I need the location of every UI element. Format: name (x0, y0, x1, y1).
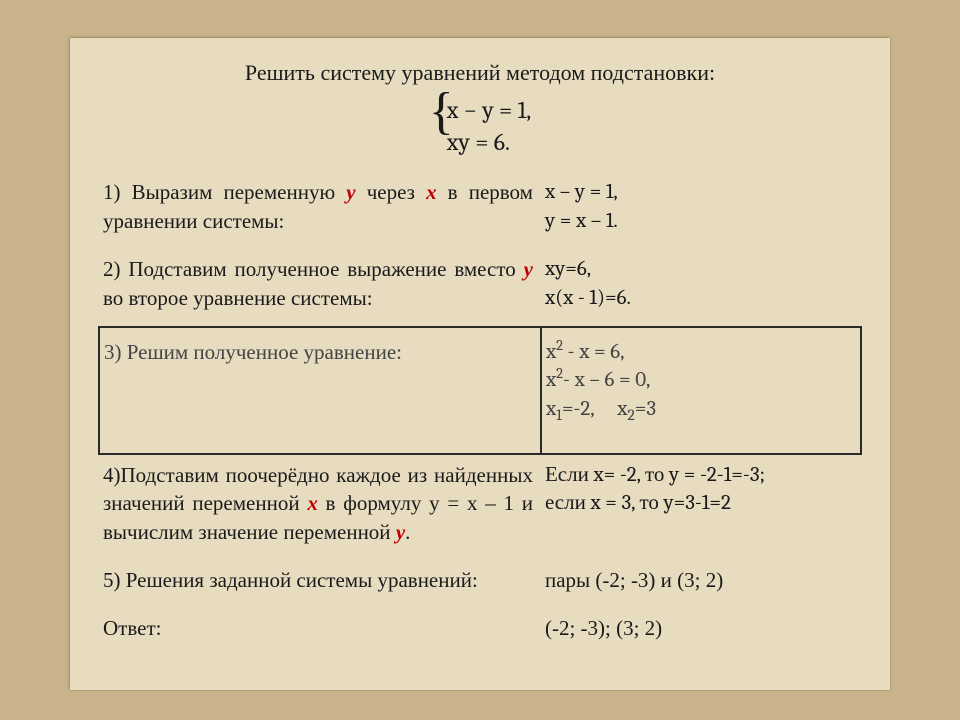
step-5-text: 5) Решения заданной системы уравнений: (99, 560, 541, 608)
step-5-math: пары (-2; -3) и (3; 2) (541, 560, 861, 608)
system-line-2: xy = 6. (447, 126, 531, 158)
step-4-math: Если x= -2, то y = -2-1=-3; если x = 3, … (541, 454, 861, 560)
step-3-math: x2 - x = 6, x2- x – 6 = 0, x1=-2, x2=3 (541, 327, 861, 454)
step-2-text: 2) Подставим полученное выражение вместо… (99, 249, 541, 327)
table-row: 2) Подставим полученное выражение вместо… (99, 249, 861, 327)
slide-inner: Решить систему уравнений методом подстан… (70, 38, 890, 690)
table-row: 1) Выразим переменную y через x в первом… (99, 172, 861, 249)
steps-table: 1) Выразим переменную y через x в первом… (98, 172, 862, 656)
equation-system: { x − y = 1, xy = 6. (98, 94, 862, 159)
step-1-text: 1) Выразим переменную y через x в первом… (99, 172, 541, 249)
step-2-math: xy=6, x(x - 1)=6. (541, 249, 861, 327)
table-row: 5) Решения заданной системы уравнений: п… (99, 560, 861, 608)
table-row: 4)Подставим поочерёдно каждое из найденн… (99, 454, 861, 560)
step-1-math: x – y = 1, y = x – 1. (541, 172, 861, 249)
brace-icon: { (429, 86, 454, 138)
slide-title: Решить систему уравнений методом подстан… (98, 58, 862, 88)
answer-value: (-2; -3); (3; 2) (541, 608, 861, 656)
slide: Решить систему уравнений методом подстан… (0, 0, 960, 720)
answer-label: Ответ: (99, 608, 541, 656)
table-row: Ответ: (-2; -3); (3; 2) (99, 608, 861, 656)
step-4-text: 4)Подставим поочерёдно каждое из найденн… (99, 454, 541, 560)
system-line-1: x − y = 1, (447, 94, 531, 126)
table-row-boxed: 3) Решим полученное уравнение: x2 - x = … (99, 327, 861, 454)
step-3-text: 3) Решим полученное уравнение: (99, 327, 541, 454)
